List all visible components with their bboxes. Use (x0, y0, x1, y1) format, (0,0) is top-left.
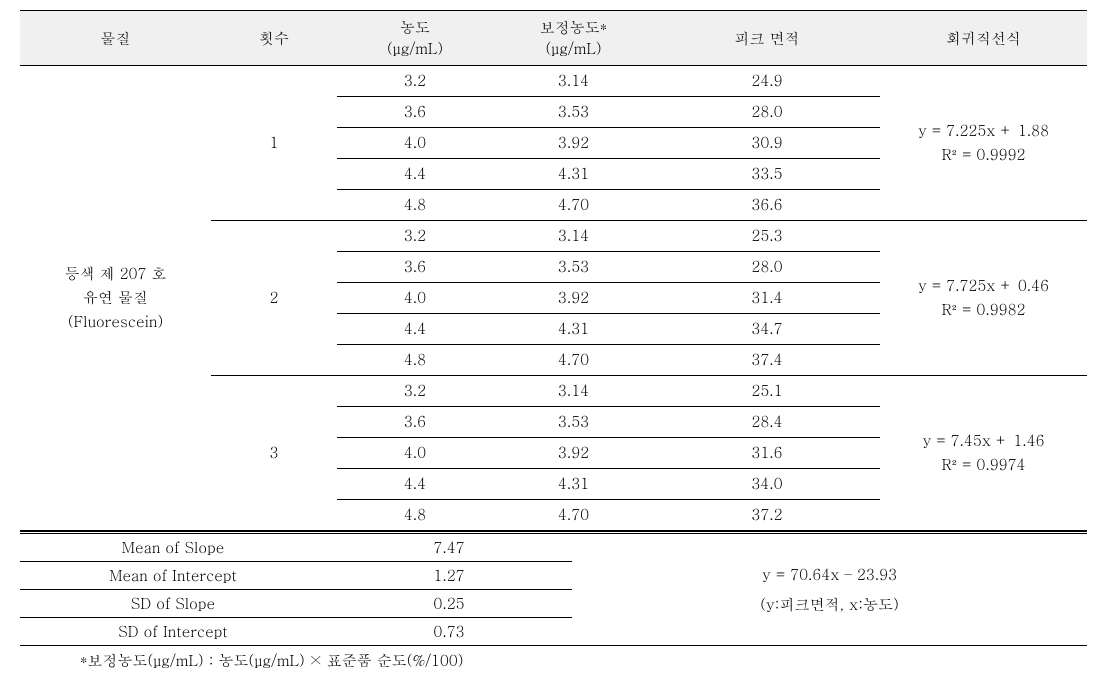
material-cell: 등색 제 207 호 유연 물질 (Fluorescein) (20, 66, 211, 531)
peak-cell: 33.5 (654, 159, 880, 190)
peak-cell: 24.9 (654, 66, 880, 97)
table-header: 물질 횟수 농도 (µg/mL) 보정농도* (µg/mL) 피크 면적 회귀직… (20, 11, 1087, 66)
summary-formula-cell: y = 70.64x – 23.93 (y:피크면적, x:농도) (572, 533, 1087, 646)
corr-cell: 3.92 (493, 128, 654, 159)
conc-cell: 4.8 (337, 190, 493, 221)
peak-cell: 30.9 (654, 128, 880, 159)
count-cell: 1 (211, 66, 337, 221)
formula-line2: R² = 0.9982 (942, 299, 1026, 320)
conc-cell: 3.2 (337, 221, 493, 252)
material-line3: (Fluorescein) (68, 311, 163, 332)
summary-table: Mean of Slope 7.47 y = 70.64x – 23.93 (y… (20, 531, 1087, 646)
sd-intercept-value: 0.73 (326, 618, 572, 646)
header-peak: 피크 면적 (654, 11, 880, 66)
corr-cell: 3.53 (493, 252, 654, 283)
conc-cell: 4.0 (337, 128, 493, 159)
peak-cell: 37.4 (654, 345, 880, 376)
peak-cell: 31.4 (654, 283, 880, 314)
peak-cell: 34.7 (654, 314, 880, 345)
corr-cell: 3.14 (493, 66, 654, 97)
corr-cell: 4.31 (493, 159, 654, 190)
mean-intercept-label: Mean of Intercept (20, 562, 326, 590)
conc-cell: 4.8 (337, 500, 493, 531)
header-conc-line2: (µg/mL) (387, 38, 443, 59)
header-count: 횟수 (211, 11, 337, 66)
header-material: 물질 (20, 11, 211, 66)
material-line2: 유연 물질 (83, 287, 148, 308)
sd-slope-value: 0.25 (326, 590, 572, 618)
peak-cell: 25.3 (654, 221, 880, 252)
formula-cell: y = 7.725x + 0.46 R² = 0.9982 (880, 221, 1087, 376)
main-data-table: 물질 횟수 농도 (µg/mL) 보정농도* (µg/mL) 피크 면적 회귀직… (20, 10, 1087, 531)
material-line1: 등색 제 207 호 (65, 263, 167, 284)
header-row: 물질 횟수 농도 (µg/mL) 보정농도* (µg/mL) 피크 면적 회귀직… (20, 11, 1087, 66)
conc-cell: 4.8 (337, 345, 493, 376)
formula-line1: y = 7.725x + 0.46 (918, 275, 1049, 296)
conc-cell: 3.2 (337, 376, 493, 407)
peak-cell: 25.1 (654, 376, 880, 407)
conc-cell: 4.0 (337, 438, 493, 469)
summary-formula-line1: y = 70.64x – 23.93 (762, 564, 897, 585)
mean-slope-value: 7.47 (326, 533, 572, 562)
corr-cell: 4.31 (493, 314, 654, 345)
conc-cell: 3.6 (337, 407, 493, 438)
corr-cell: 3.14 (493, 376, 654, 407)
peak-cell: 37.2 (654, 500, 880, 531)
formula-line1: y = 7.225x + 1.88 (918, 120, 1049, 141)
peak-cell: 34.0 (654, 469, 880, 500)
mean-slope-label: Mean of Slope (20, 533, 326, 562)
table-body: 등색 제 207 호 유연 물질 (Fluorescein) 1 3.2 3.1… (20, 66, 1087, 531)
header-concentration: 농도 (µg/mL) (337, 11, 493, 66)
conc-cell: 3.6 (337, 252, 493, 283)
peak-cell: 36.6 (654, 190, 880, 221)
conc-cell: 3.2 (337, 66, 493, 97)
count-cell: 3 (211, 376, 337, 531)
conc-cell: 4.0 (337, 283, 493, 314)
peak-cell: 31.6 (654, 438, 880, 469)
formula-cell: y = 7.225x + 1.88 R² = 0.9992 (880, 66, 1087, 221)
corr-cell: 4.70 (493, 345, 654, 376)
conc-cell: 4.4 (337, 469, 493, 500)
sd-slope-label: SD of Slope (20, 590, 326, 618)
header-corr-line1: 보정농도* (540, 17, 608, 38)
formula-line2: R² = 0.9992 (942, 144, 1026, 165)
corr-cell: 3.92 (493, 438, 654, 469)
peak-cell: 28.4 (654, 407, 880, 438)
corr-cell: 4.70 (493, 500, 654, 531)
formula-cell: y = 7.45x + 1.46 R² = 0.9974 (880, 376, 1087, 531)
formula-line2: R² = 0.9974 (942, 454, 1026, 475)
sd-intercept-label: SD of Intercept (20, 618, 326, 646)
conc-cell: 3.6 (337, 97, 493, 128)
count-cell: 2 (211, 221, 337, 376)
formula-line1: y = 7.45x + 1.46 (922, 430, 1044, 451)
table-row: 등색 제 207 호 유연 물질 (Fluorescein) 1 3.2 3.1… (20, 66, 1087, 97)
corr-cell: 3.14 (493, 221, 654, 252)
conc-cell: 4.4 (337, 159, 493, 190)
peak-cell: 28.0 (654, 97, 880, 128)
corr-cell: 3.92 (493, 283, 654, 314)
corr-cell: 3.53 (493, 407, 654, 438)
table-container: 물질 횟수 농도 (µg/mL) 보정농도* (µg/mL) 피크 면적 회귀직… (20, 10, 1087, 671)
mean-intercept-value: 1.27 (326, 562, 572, 590)
summary-formula-line2: (y:피크면적, x:농도) (760, 594, 899, 615)
corr-cell: 4.70 (493, 190, 654, 221)
footnote: *보정농도(µg/mL) : 농도(µg/mL) × 표준품 순도(%/100) (20, 650, 1087, 671)
corr-cell: 4.31 (493, 469, 654, 500)
peak-cell: 28.0 (654, 252, 880, 283)
header-conc-line1: 농도 (400, 17, 430, 38)
summary-row: Mean of Slope 7.47 y = 70.64x – 23.93 (y… (20, 533, 1087, 562)
header-regression: 회귀직선식 (880, 11, 1087, 66)
conc-cell: 4.4 (337, 314, 493, 345)
corr-cell: 3.53 (493, 97, 654, 128)
header-corrected: 보정농도* (µg/mL) (493, 11, 654, 66)
header-corr-line2: (µg/mL) (545, 38, 601, 59)
